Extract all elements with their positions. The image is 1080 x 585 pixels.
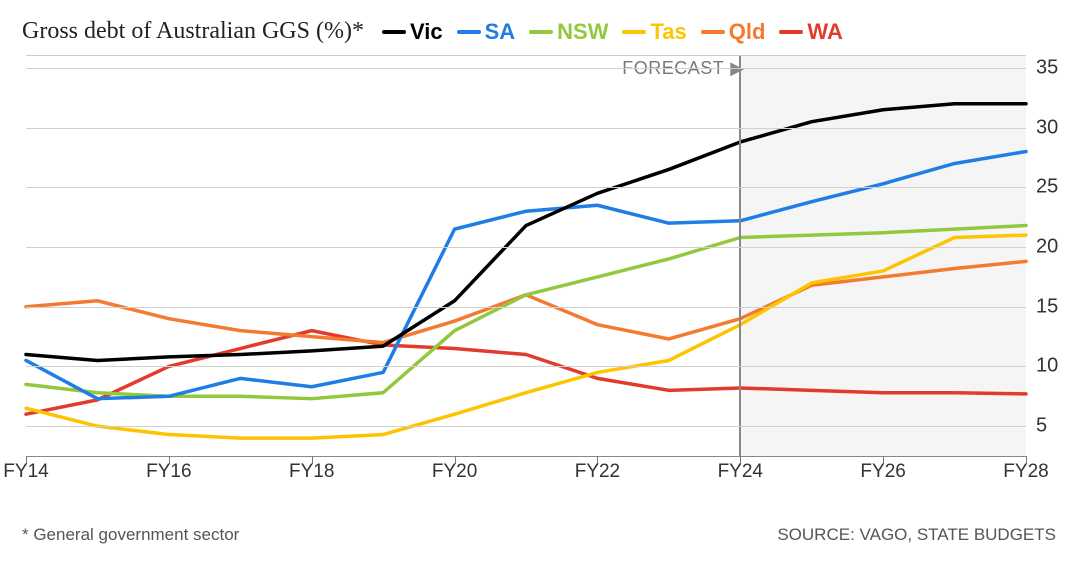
grid-line xyxy=(26,68,1026,69)
x-axis-label: FY22 xyxy=(575,461,620,483)
legend-swatch xyxy=(701,30,725,34)
chart-header: Gross debt of Australian GGS (%)* Vic SA N… xyxy=(22,18,1056,45)
legend-label: WA xyxy=(807,19,842,45)
y-axis-label: 30 xyxy=(1036,116,1076,139)
legend-label: NSW xyxy=(557,19,608,45)
legend-label: Tas xyxy=(650,19,686,45)
legend-label: SA xyxy=(485,19,516,45)
legend-label: Qld xyxy=(729,19,766,45)
grid-line xyxy=(26,247,1026,248)
legend-item-sa: SA xyxy=(457,19,516,45)
y-axis-label: 15 xyxy=(1036,295,1076,318)
legend-item-tas: Tas xyxy=(622,19,686,45)
legend-item-nsw: NSW xyxy=(529,19,608,45)
legend-swatch xyxy=(529,30,553,34)
series-line-sa xyxy=(26,152,1026,399)
series-line-nsw xyxy=(26,226,1026,399)
x-axis-label: FY26 xyxy=(860,461,905,483)
x-axis-label: FY24 xyxy=(718,461,763,483)
y-axis-label: 20 xyxy=(1036,236,1076,259)
legend-swatch xyxy=(382,30,406,34)
chart-container: Gross debt of Australian GGS (%)* Vic SA N… xyxy=(0,0,1080,585)
forecast-divider xyxy=(739,56,741,456)
y-axis-label: 35 xyxy=(1036,56,1076,79)
chart-footnote: * General government sector xyxy=(22,525,239,545)
x-axis-label: FY18 xyxy=(289,461,334,483)
series-line-wa xyxy=(26,331,1026,415)
grid-line xyxy=(26,128,1026,129)
legend-label: Vic xyxy=(410,19,443,45)
legend-swatch xyxy=(457,30,481,34)
chart-source: SOURCE: VAGO, STATE BUDGETS xyxy=(777,525,1056,545)
grid-line xyxy=(26,307,1026,308)
legend-swatch xyxy=(622,30,646,34)
x-axis-line xyxy=(26,456,1026,457)
plot-area: FORECAST▶5101520253035FY14FY16FY18FY20FY… xyxy=(26,55,1026,456)
grid-line xyxy=(26,426,1026,427)
x-axis-label: FY14 xyxy=(3,461,48,483)
x-axis-label: FY20 xyxy=(432,461,477,483)
legend-swatch xyxy=(779,30,803,34)
line-series-svg xyxy=(26,56,1026,456)
chart-footer: * General government sector SOURCE: VAGO… xyxy=(22,525,1056,545)
x-axis-label: FY28 xyxy=(1003,461,1048,483)
chart-plot: FORECAST▶5101520253035FY14FY16FY18FY20FY… xyxy=(26,55,1028,485)
y-axis-label: 10 xyxy=(1036,355,1076,378)
legend-item-wa: WA xyxy=(779,19,842,45)
x-axis-label: FY16 xyxy=(146,461,191,483)
legend: Vic SA NSW Tas Qld WA xyxy=(382,19,853,45)
legend-item-qld: Qld xyxy=(701,19,766,45)
grid-line xyxy=(26,366,1026,367)
legend-item-vic: Vic xyxy=(382,19,443,45)
grid-line xyxy=(26,187,1026,188)
series-line-tas xyxy=(26,235,1026,438)
chart-title: Gross debt of Australian GGS (%)* xyxy=(22,18,364,45)
y-axis-label: 5 xyxy=(1036,415,1076,438)
y-axis-label: 25 xyxy=(1036,176,1076,199)
